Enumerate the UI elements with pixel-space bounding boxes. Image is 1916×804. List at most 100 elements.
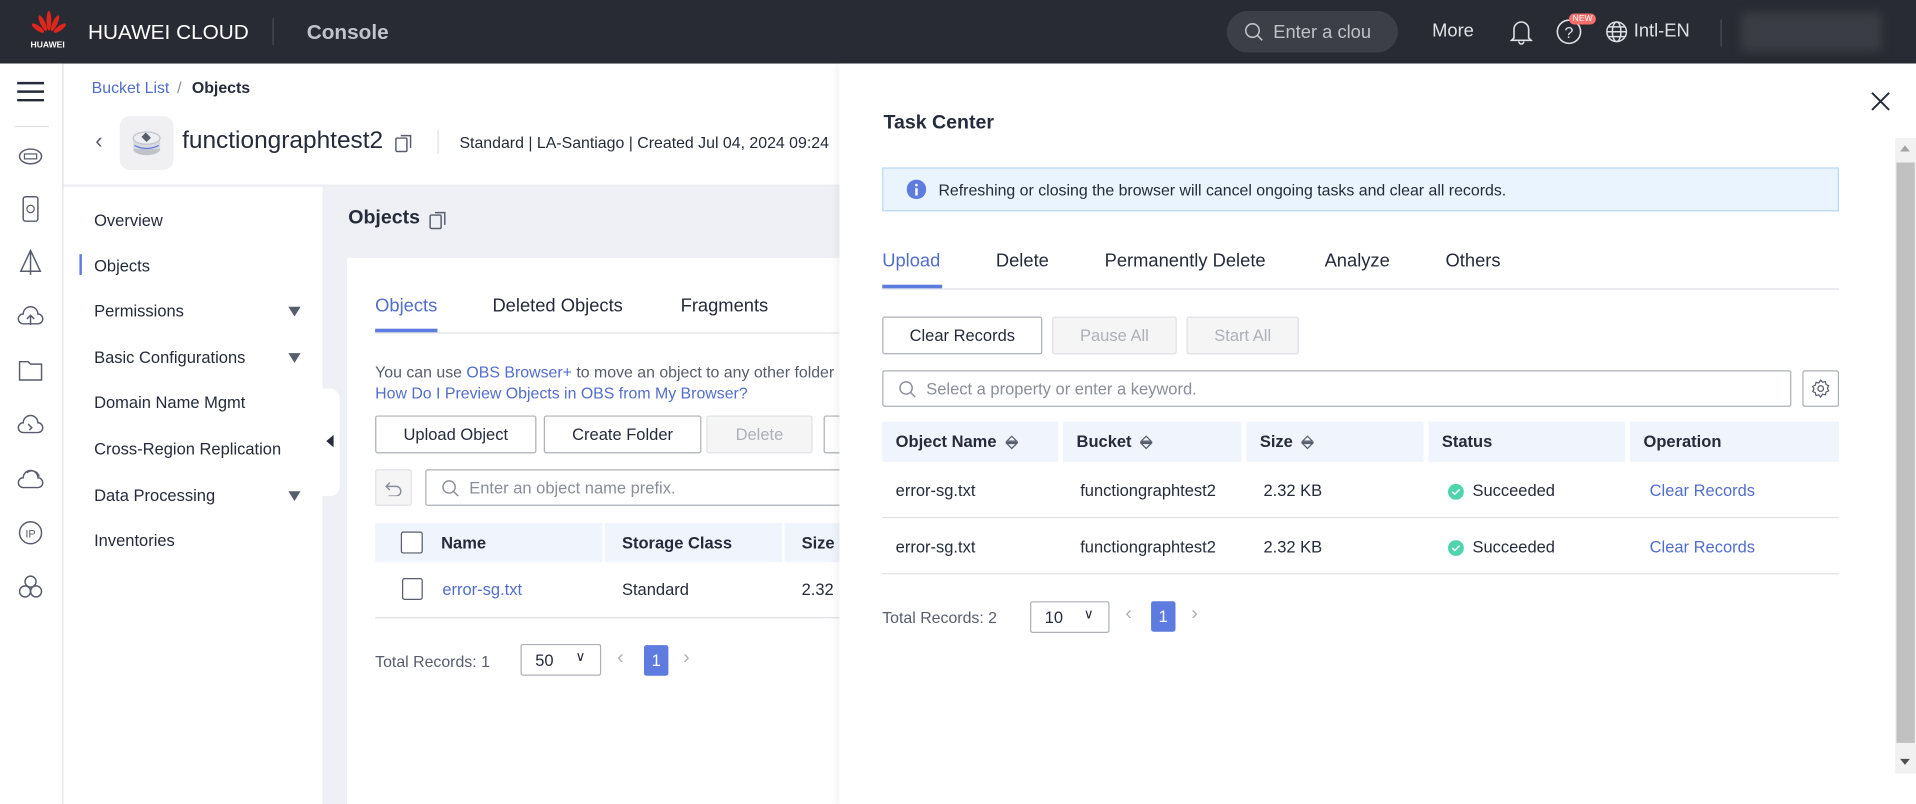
object-name-link[interactable]: error-sg.txt xyxy=(442,580,523,599)
expand-caret-icon[interactable] xyxy=(288,491,301,501)
bell-icon[interactable] xyxy=(1509,17,1534,46)
column-size[interactable]: Size xyxy=(1246,421,1427,462)
obs-browser-link[interactable]: OBS Browser+ xyxy=(466,362,572,382)
table-settings-button[interactable] xyxy=(1802,370,1840,407)
prev-page-button[interactable]: ‹ xyxy=(1125,603,1132,625)
sort-icon[interactable] xyxy=(1300,433,1315,450)
drawer-scrollbar[interactable] xyxy=(1895,138,1916,774)
language-switch[interactable]: Intl-EN xyxy=(1633,20,1690,42)
clear-record-link[interactable]: Clear Records xyxy=(1649,537,1756,556)
column-bucket[interactable]: Bucket xyxy=(1063,421,1244,462)
help-icon[interactable]: ? xyxy=(1556,18,1583,45)
page-1-button[interactable]: 1 xyxy=(1151,601,1176,632)
task-center-title: Task Center xyxy=(883,112,994,134)
obs-hint: You can use OBS Browser+ to move an obje… xyxy=(375,363,834,381)
tab-objects[interactable]: Objects xyxy=(375,295,438,317)
device-icon[interactable] xyxy=(17,195,44,223)
console-link[interactable]: Console xyxy=(306,20,389,44)
scroll-down-icon[interactable] xyxy=(1900,758,1910,765)
search-icon xyxy=(1244,23,1263,41)
task-search-input[interactable]: Select a property or enter a keyword. xyxy=(882,370,1792,407)
brand-name[interactable]: HUAWEI CLOUD xyxy=(87,20,249,44)
scroll-up-icon[interactable] xyxy=(1900,145,1910,152)
column-label: Operation xyxy=(1643,432,1722,451)
nav-basic-configurations[interactable]: Basic Configurations xyxy=(94,348,246,367)
divider xyxy=(1720,19,1722,47)
tab-upload[interactable]: Upload xyxy=(882,250,941,272)
nav-objects[interactable]: Objects xyxy=(94,256,151,275)
search-icon xyxy=(899,380,916,398)
close-icon[interactable] xyxy=(1871,92,1891,112)
tab-others[interactable]: Others xyxy=(1445,250,1501,272)
more-menu[interactable]: More xyxy=(1432,20,1474,42)
copy-icon[interactable] xyxy=(393,132,415,154)
expand-caret-icon[interactable] xyxy=(288,306,301,317)
row-checkbox[interactable] xyxy=(402,577,423,600)
task-size: 2.32 KB xyxy=(1263,537,1323,556)
tab-analyze[interactable]: Analyze xyxy=(1324,250,1390,272)
account-menu[interactable] xyxy=(1741,12,1882,52)
back-chevron-icon[interactable]: ‹ xyxy=(95,128,103,153)
object-size: 2.32 xyxy=(801,580,834,599)
column-label: Size xyxy=(1259,432,1293,451)
ip-icon[interactable]: IP xyxy=(17,519,44,546)
folder-icon[interactable] xyxy=(17,357,44,384)
tab-delete[interactable]: Delete xyxy=(995,250,1049,272)
clear-records-button[interactable]: Clear Records xyxy=(882,316,1043,355)
menu-icon[interactable] xyxy=(17,81,44,103)
objects-total: Total Records: 1 xyxy=(375,652,490,671)
copy-icon[interactable] xyxy=(428,209,450,231)
cluster-icon[interactable] xyxy=(17,574,44,601)
upload-object-button[interactable]: Upload Object xyxy=(375,415,537,454)
create-folder-button[interactable]: Create Folder xyxy=(543,415,702,454)
column-object[interactable]: Object Name xyxy=(882,421,1061,462)
hint-text: You can use xyxy=(375,362,467,382)
cloud-upload-icon[interactable] xyxy=(17,303,44,330)
cloud-sync-icon[interactable] xyxy=(17,412,44,439)
nav-domain-name-mgmt[interactable]: Domain Name Mgmt xyxy=(94,393,246,412)
page-size-select[interactable]: 10 ∨ xyxy=(1030,601,1110,633)
chevron-down-icon: ∨ xyxy=(575,650,586,665)
bucket-name: functiongraphtest2 xyxy=(182,127,384,154)
expand-caret-icon[interactable] xyxy=(288,353,301,363)
object-search-input[interactable]: Enter an object name prefix. xyxy=(425,469,915,506)
delete-button[interactable]: Delete xyxy=(706,415,813,454)
gear-icon xyxy=(1811,378,1830,399)
nav-permissions[interactable]: Permissions xyxy=(94,301,184,321)
column-label: Object Name xyxy=(895,432,997,451)
nav-data-processing[interactable]: Data Processing xyxy=(94,486,216,505)
search-placeholder: Enter an object name prefix. xyxy=(469,478,676,497)
select-all-checkbox[interactable] xyxy=(400,531,423,554)
breadcrumb-bucket-list[interactable]: Bucket List xyxy=(91,78,170,97)
page-size-select[interactable]: 50 ∨ xyxy=(520,643,602,676)
nav-overview[interactable]: Overview xyxy=(94,211,163,230)
back-button[interactable] xyxy=(375,469,412,506)
cloud-icon[interactable] xyxy=(17,466,44,493)
tab-fragments[interactable]: Fragments xyxy=(680,295,769,317)
prev-page-button[interactable]: ‹ xyxy=(617,647,624,669)
column-label: Bucket xyxy=(1076,432,1132,451)
nav-inventories[interactable]: Inventories xyxy=(94,531,175,550)
next-page-button[interactable]: › xyxy=(1191,603,1198,625)
collapse-nav-handle[interactable] xyxy=(320,388,340,497)
tab-deleted-objects[interactable]: Deleted Objects xyxy=(492,295,623,317)
sort-icon[interactable] xyxy=(1004,433,1019,450)
divider xyxy=(375,617,926,619)
tab-permanently-delete[interactable]: Permanently Delete xyxy=(1104,250,1266,272)
divider xyxy=(882,288,1840,290)
global-search[interactable]: Enter a clou xyxy=(1226,10,1398,53)
obs-icon[interactable] xyxy=(17,144,44,166)
pause-all-button[interactable]: Pause All xyxy=(1052,316,1177,355)
scroll-thumb[interactable] xyxy=(1896,162,1915,743)
start-all-button[interactable]: Start All xyxy=(1186,316,1299,355)
preview-help-link[interactable]: How Do I Preview Objects in OBS from My … xyxy=(375,383,748,403)
clear-record-link[interactable]: Clear Records xyxy=(1649,481,1756,500)
task-object-name: error-sg.txt xyxy=(895,481,976,500)
sort-icon[interactable] xyxy=(1139,433,1154,450)
sail-icon[interactable] xyxy=(17,249,44,276)
logo-subtext: HUAWEI xyxy=(30,41,65,51)
nav-cross-region-replication[interactable]: Cross-Region Replication xyxy=(94,439,282,459)
next-page-button[interactable]: › xyxy=(683,647,690,669)
collapse-arrow-icon xyxy=(326,435,334,448)
page-1-button[interactable]: 1 xyxy=(643,645,669,676)
